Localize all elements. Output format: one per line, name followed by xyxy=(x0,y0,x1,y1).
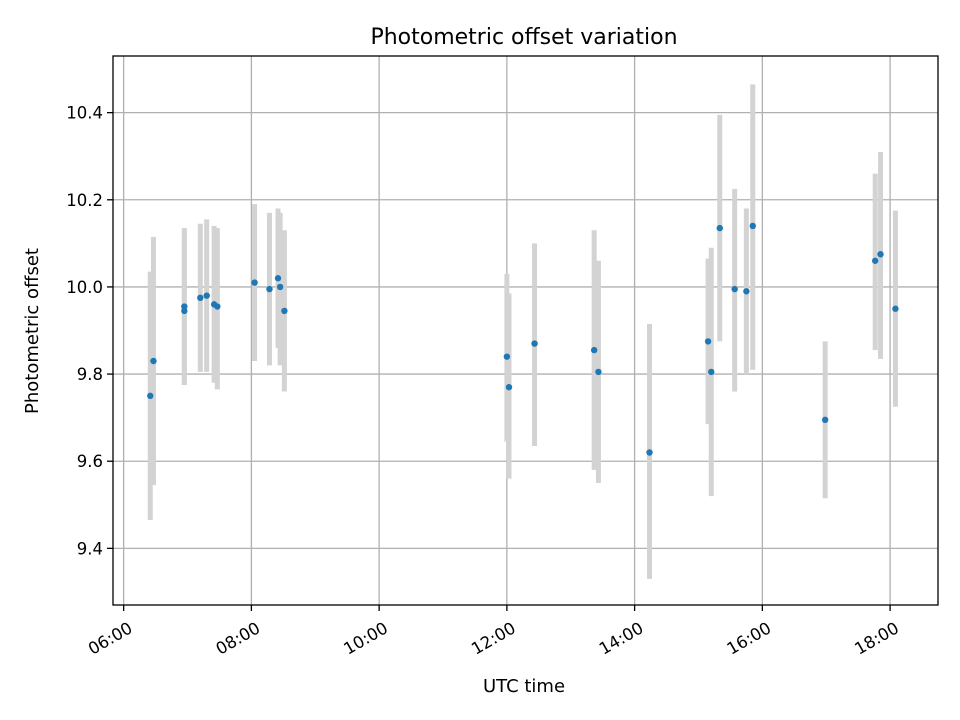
data-point xyxy=(251,279,258,286)
data-point xyxy=(743,288,750,295)
chart-title: Photometric offset variation xyxy=(370,25,677,50)
data-point xyxy=(731,285,738,293)
data-point xyxy=(716,224,723,232)
x-tick-label: 10:00 xyxy=(340,618,391,658)
data-point xyxy=(646,449,653,456)
plot-frame xyxy=(112,55,939,606)
data-point xyxy=(877,251,884,258)
data-point xyxy=(503,353,511,360)
data-point xyxy=(181,303,188,310)
y-axis-label: Photometric offset xyxy=(22,248,43,414)
data-point xyxy=(590,346,598,354)
grid-lines xyxy=(113,56,938,605)
error-bars xyxy=(147,84,898,579)
axis-ticks: 06:00 08:00 10:00 12:00 14:00 16:00 18:00 9.4 9.… xyxy=(66,104,902,659)
y-tick-label: 10.2 xyxy=(66,191,103,210)
data-point xyxy=(147,392,154,400)
data-point xyxy=(708,368,715,376)
data-point xyxy=(704,338,712,345)
x-tick-label: 08:00 xyxy=(213,618,264,658)
x-tick-label: 14:00 xyxy=(596,618,647,658)
y-tick-label: 9.8 xyxy=(77,365,103,384)
data-point xyxy=(203,292,210,299)
data-point xyxy=(266,285,273,293)
y-tick-label: 9.4 xyxy=(77,539,103,558)
data-point xyxy=(505,383,513,391)
data-point xyxy=(281,307,288,315)
data-point xyxy=(197,294,204,302)
data-point xyxy=(821,416,829,424)
data-point xyxy=(595,368,602,376)
y-tick-label: 10.0 xyxy=(66,278,103,297)
data-points xyxy=(147,222,899,456)
data-point xyxy=(871,257,879,264)
y-tick-label: 9.6 xyxy=(77,452,103,471)
y-tick-label: 10.4 xyxy=(66,104,103,123)
data-point xyxy=(276,283,284,291)
data-point xyxy=(531,340,538,347)
x-tick-label: 16:00 xyxy=(724,618,775,658)
data-point xyxy=(274,275,282,282)
data-point xyxy=(214,303,221,310)
data-point xyxy=(892,305,899,312)
x-axis-label: UTC time xyxy=(483,676,565,697)
data-point xyxy=(749,222,756,230)
x-tick-label: 18:00 xyxy=(851,618,902,658)
data-point xyxy=(150,357,157,365)
x-tick-label: 06:00 xyxy=(85,618,136,658)
x-tick-label: 12:00 xyxy=(468,618,519,658)
